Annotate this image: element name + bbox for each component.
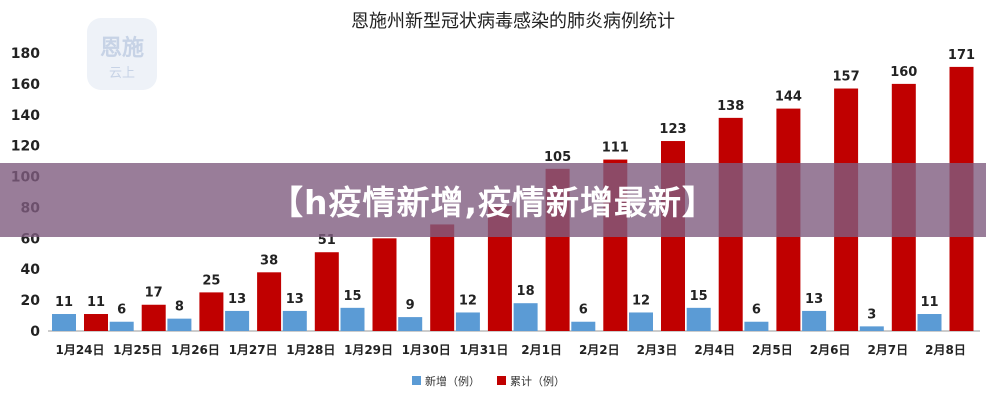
legend-swatch-new bbox=[412, 376, 421, 385]
data-label-cumulative: 111 bbox=[602, 141, 629, 156]
watermark-logo-text: 恩施 bbox=[99, 36, 144, 61]
legend-label-new: 新增（例） bbox=[425, 374, 480, 388]
data-label-new: 11 bbox=[55, 295, 73, 310]
data-label-cumulative: 17 bbox=[145, 286, 163, 301]
data-label-cumulative: 138 bbox=[717, 99, 744, 114]
data-label-new: 6 bbox=[752, 303, 761, 318]
x-tick-label: 2月6日 bbox=[810, 343, 851, 357]
bar-new bbox=[629, 312, 653, 331]
x-axis-ticks: 1月24日 1月25日 1月26日 1月27日 1月28日 1月29日 1月30日 1月31日… bbox=[55, 343, 965, 357]
data-label-new: 6 bbox=[117, 303, 126, 318]
bar-cumulative bbox=[430, 224, 455, 331]
x-tick-label: 1月28日 bbox=[286, 343, 335, 357]
legend: 新增（例） 累计（例） bbox=[412, 374, 565, 388]
data-label-cumulative: 160 bbox=[890, 65, 917, 80]
x-tick-label: 2月4日 bbox=[694, 343, 735, 357]
bar-new bbox=[398, 317, 423, 331]
bar-new bbox=[225, 310, 250, 331]
y-tick-label: 140 bbox=[11, 108, 40, 124]
bar-new bbox=[917, 314, 942, 331]
data-label-cumulative: 105 bbox=[544, 150, 571, 165]
legend-swatch-cumulative bbox=[497, 376, 506, 385]
y-tick-label: 180 bbox=[11, 46, 40, 62]
bar-new bbox=[859, 326, 884, 331]
watermark-logo: 恩施 云上 bbox=[87, 18, 157, 90]
data-label-new: 15 bbox=[343, 289, 361, 304]
bar-new bbox=[802, 310, 827, 331]
data-label-new: 9 bbox=[406, 298, 415, 313]
data-label-cumulative: 171 bbox=[948, 48, 975, 63]
bar-new bbox=[455, 312, 480, 331]
title-banner: 【h疫情新增,疫情新增最新】 bbox=[0, 163, 986, 237]
x-tick-label: 2月8日 bbox=[925, 343, 966, 357]
bar-cumulative bbox=[372, 238, 397, 331]
x-tick-label: 2月1日 bbox=[521, 343, 562, 357]
banner-text: 【h疫情新增,疫情新增最新】 bbox=[269, 183, 717, 222]
data-label-cumulative: 11 bbox=[87, 295, 105, 310]
data-label-new: 12 bbox=[632, 293, 650, 308]
data-label-new: 13 bbox=[286, 292, 304, 307]
y-tick-label: 40 bbox=[21, 262, 41, 278]
bar-new bbox=[52, 314, 76, 331]
bar-cumulative bbox=[141, 304, 166, 331]
x-tick-label: 1月25日 bbox=[113, 343, 162, 357]
x-tick-label: 1月27日 bbox=[229, 343, 278, 357]
data-label-new: 13 bbox=[228, 292, 246, 307]
data-label-new: 6 bbox=[579, 303, 588, 318]
x-tick-label: 1月24日 bbox=[55, 343, 104, 357]
data-label-new: 11 bbox=[920, 295, 938, 310]
bar-cumulative bbox=[314, 252, 339, 331]
data-label-cumulative: 157 bbox=[833, 70, 860, 85]
y-tick-label: 20 bbox=[21, 293, 41, 309]
bar-new bbox=[513, 303, 538, 331]
data-label-new: 15 bbox=[690, 289, 708, 304]
data-label-new: 3 bbox=[867, 307, 876, 322]
data-label-cumulative: 144 bbox=[775, 90, 802, 105]
data-label-new: 12 bbox=[459, 293, 477, 308]
data-label-cumulative: 38 bbox=[260, 253, 278, 268]
chart-title: 恩施州新型冠状病毒感染的肺炎病例统计 bbox=[351, 11, 675, 32]
x-tick-label: 1月31日 bbox=[459, 343, 508, 357]
y-tick-label: 0 bbox=[30, 324, 40, 340]
data-label-new: 13 bbox=[805, 292, 823, 307]
bar-new bbox=[282, 310, 307, 331]
x-tick-label: 2月3日 bbox=[637, 343, 678, 357]
bar-new bbox=[167, 318, 192, 331]
x-tick-label: 1月26日 bbox=[171, 343, 220, 357]
watermark-logo-subtext: 云上 bbox=[108, 66, 135, 81]
legend-label-cumulative: 累计（例） bbox=[510, 374, 565, 388]
y-tick-label: 160 bbox=[11, 77, 40, 93]
data-label-cumulative: 123 bbox=[659, 122, 686, 137]
x-tick-label: 1月29日 bbox=[344, 343, 393, 357]
bar-new bbox=[340, 307, 365, 331]
bar-new bbox=[744, 321, 769, 331]
x-tick-label: 2月7日 bbox=[867, 343, 908, 357]
data-label-cumulative: 25 bbox=[202, 273, 220, 288]
bar-new bbox=[686, 307, 711, 331]
bar-new bbox=[571, 321, 596, 331]
data-label-new: 8 bbox=[175, 300, 184, 315]
bar-cumulative bbox=[257, 272, 282, 331]
x-tick-label: 2月2日 bbox=[579, 343, 620, 357]
bar-cumulative bbox=[84, 314, 108, 331]
data-label-new: 18 bbox=[517, 284, 535, 299]
y-tick-label: 120 bbox=[11, 139, 40, 155]
bar-cumulative bbox=[199, 292, 224, 331]
x-tick-label: 1月30日 bbox=[402, 343, 451, 357]
bar-new bbox=[109, 321, 134, 331]
x-tick-label: 2月5日 bbox=[752, 343, 793, 357]
